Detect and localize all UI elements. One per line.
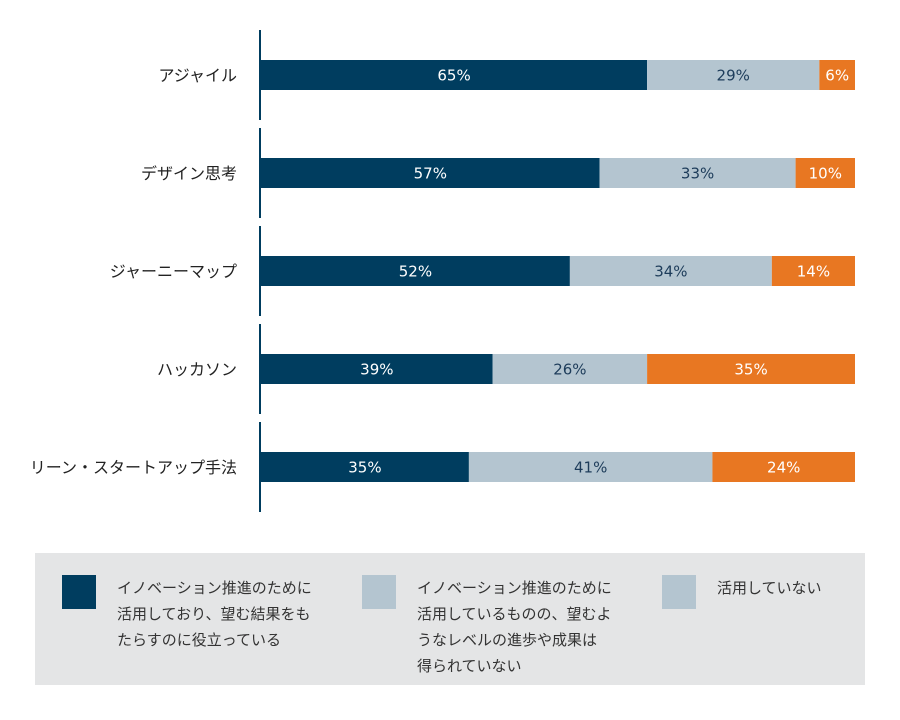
legend-item-not-achieving: イノベーション推進のために 活用しているものの、望むよ うなレベルの進歩や成果は…: [362, 575, 612, 679]
bar-segment: [647, 60, 820, 90]
legend-item-not-used: 活用していない: [662, 575, 822, 609]
legend-swatch: [362, 575, 396, 609]
bar-segment: [261, 452, 469, 482]
data-label: 33%: [681, 165, 714, 183]
stacked-bar-chart: 65% 29% 6% アジャイル 57% 33% 10% デザイン思考 52% 34% 14% ジャー…: [30, 30, 855, 512]
data-label: 65%: [437, 67, 470, 85]
data-label: 41%: [574, 459, 607, 477]
data-label: 52%: [399, 263, 432, 281]
data-label: 10%: [809, 165, 842, 183]
data-label: 34%: [654, 263, 687, 281]
bar-segment: [261, 158, 600, 188]
bar-segment: [599, 158, 796, 188]
category-label: リーン・スタートアップ手法: [30, 458, 237, 477]
bar-segment: [712, 452, 855, 482]
category-label: アジャイル: [158, 66, 237, 85]
data-label: 29%: [717, 67, 750, 85]
bar-segment: [261, 60, 648, 90]
bar-segment: [647, 354, 855, 384]
data-label: 14%: [797, 263, 830, 281]
legend-label: 活用していない: [717, 579, 822, 597]
bar-segment: [795, 158, 855, 188]
legend: イノベーション推進のために 活用しており、望む結果をも たらすのに役立っている …: [35, 553, 865, 685]
bar-segment: [569, 256, 772, 286]
bar-segment: [261, 256, 570, 286]
data-label: 39%: [360, 361, 393, 379]
data-label: 6%: [825, 67, 849, 85]
data-label: 26%: [553, 361, 586, 379]
data-label: 24%: [767, 459, 800, 477]
bar-segment: [468, 452, 713, 482]
bar-segment: [492, 354, 648, 384]
data-label: 35%: [734, 361, 767, 379]
category-label: ハッカソン: [157, 360, 237, 379]
legend-swatch: [662, 575, 696, 609]
bar-segment: [261, 354, 493, 384]
legend-label: イノベーション推進のために 活用しているものの、望むよ うなレベルの進歩や成果は…: [417, 579, 612, 675]
bar-segment: [771, 256, 855, 286]
bar-segment: [819, 60, 855, 90]
data-label: 57%: [414, 165, 447, 183]
legend-label: イノベーション推進のために 活用しており、望む結果をも たらすのに役立っている: [117, 579, 312, 649]
data-label: 35%: [348, 459, 381, 477]
category-label: デザイン思考: [141, 164, 237, 183]
legend-item-helpful: イノベーション推進のために 活用しており、望む結果をも たらすのに役立っている: [62, 575, 312, 653]
category-label: ジャーニーマップ: [110, 262, 237, 281]
legend-swatch: [62, 575, 96, 609]
